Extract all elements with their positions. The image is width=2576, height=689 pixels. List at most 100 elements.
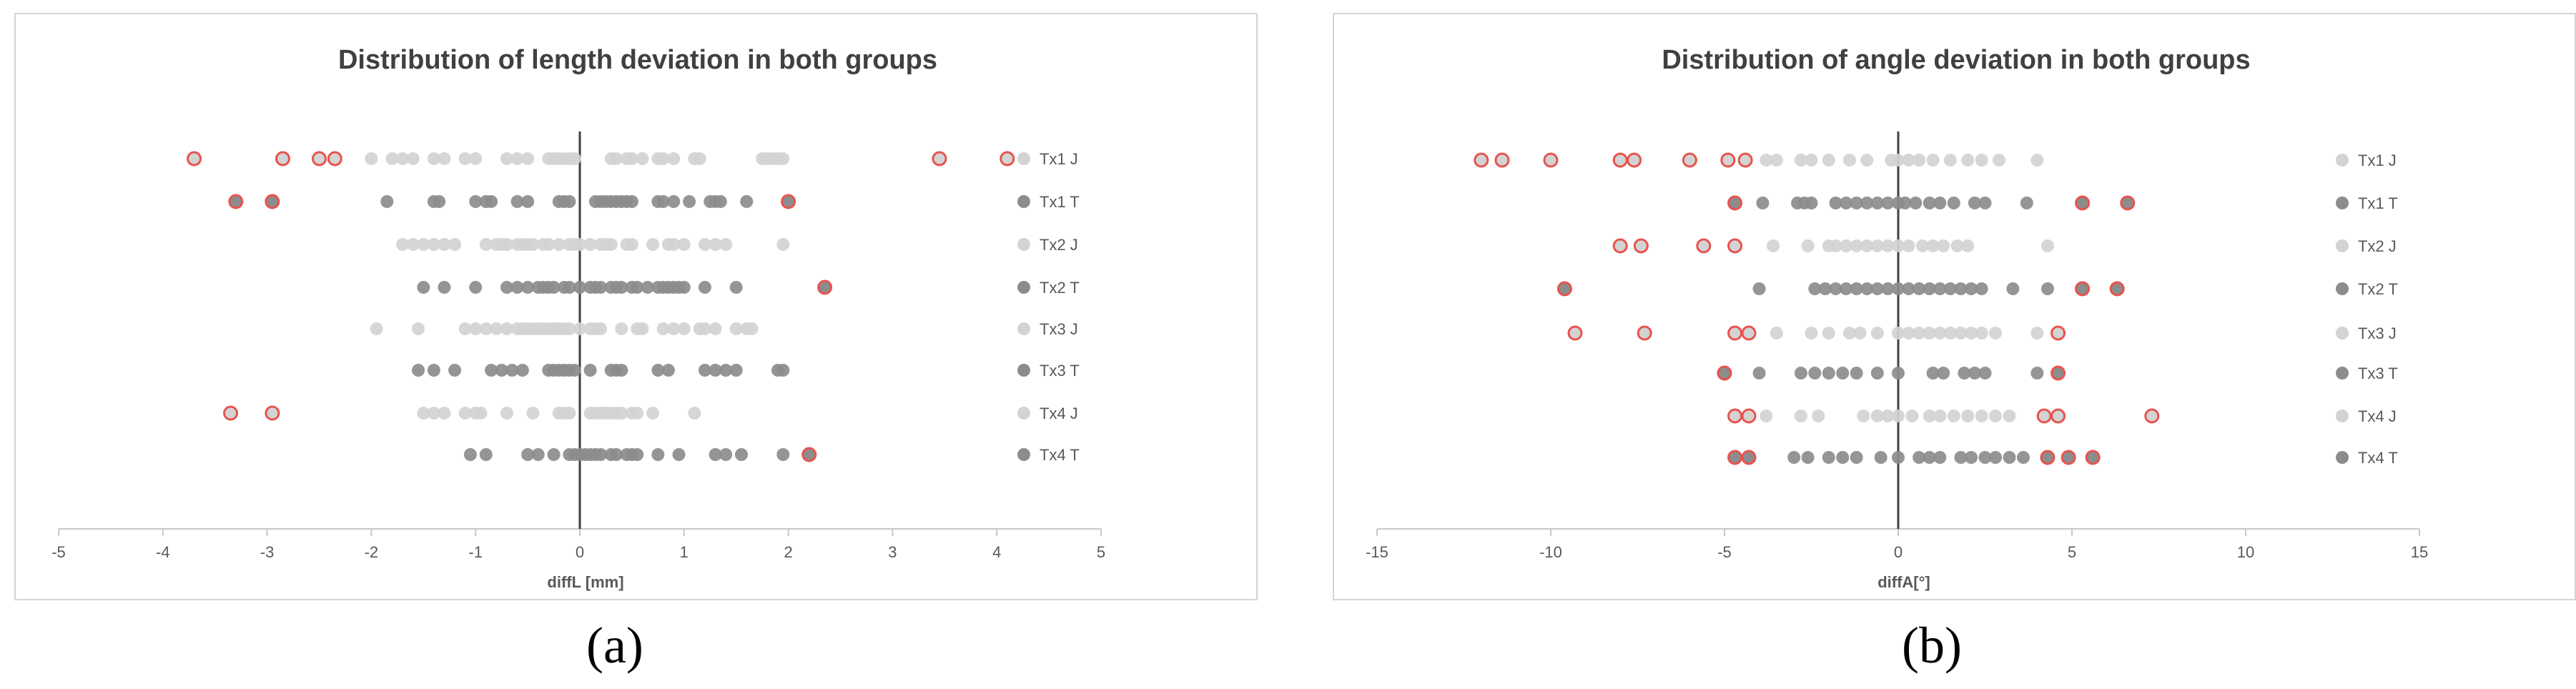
x-tick-label: 15 [2411, 543, 2428, 561]
data-point [1801, 451, 1815, 464]
data-point [438, 238, 451, 251]
data-point [1794, 154, 1807, 167]
data-point [693, 152, 706, 165]
outlier-point [1474, 152, 1489, 168]
data-point [1870, 327, 1884, 339]
legend-label: Tx2 T [2358, 280, 2398, 298]
outlier-point [1633, 238, 1649, 254]
series-tx4-j [1727, 408, 2160, 424]
x-tick-label: -3 [260, 543, 275, 561]
data-point [1954, 327, 1968, 339]
legend-label: Tx1 T [2358, 194, 2398, 212]
data-point [1923, 410, 1936, 422]
outlier-point [1696, 238, 1712, 254]
length-deviation-chart: Distribution of length deviation in both… [14, 13, 1258, 600]
data-point [573, 322, 586, 335]
outlier-point [275, 151, 290, 167]
data-point [1892, 367, 1905, 380]
data-point [1905, 410, 1919, 422]
data-point [1770, 154, 1783, 167]
legend-marker [2336, 154, 2349, 167]
data-point [495, 364, 508, 377]
data-point [1961, 410, 1975, 422]
x-tick-label: -5 [1717, 543, 1732, 561]
series-tx4-t [463, 447, 817, 462]
data-point [1836, 367, 1850, 380]
data-point [563, 322, 576, 335]
outlier-point [2085, 450, 2101, 465]
outlier-point [1727, 325, 1743, 341]
data-point [677, 322, 691, 335]
data-point [1937, 239, 1950, 252]
data-point [1933, 410, 1947, 422]
data-point [526, 407, 540, 420]
data-point [1808, 367, 1822, 380]
data-point [1850, 239, 1863, 252]
data-point [1822, 367, 1835, 380]
outlier-point [265, 194, 280, 209]
legend-marker [1017, 407, 1030, 420]
data-point [1978, 367, 1992, 380]
data-point [1812, 410, 1825, 422]
series-tx2-j [396, 238, 790, 251]
data-point [1923, 451, 1936, 464]
data-point [667, 152, 681, 165]
data-point [463, 448, 477, 461]
data-point [698, 238, 711, 251]
data-point [709, 448, 722, 461]
legend-label: Tx4 J [2358, 407, 2397, 425]
data-point [615, 281, 628, 294]
data-point [521, 448, 535, 461]
legend-label: Tx1 J [2358, 152, 2397, 169]
data-point [458, 407, 472, 420]
outlier-point [2051, 365, 2066, 381]
data-point [1916, 239, 1930, 252]
data-point [1860, 197, 1874, 209]
data-point [625, 195, 638, 208]
data-point [1965, 282, 1978, 295]
data-point [1913, 282, 1926, 295]
data-point [469, 281, 483, 294]
data-point [1870, 282, 1884, 295]
data-point [1853, 327, 1867, 339]
legend-marker [1017, 238, 1030, 251]
data-point [568, 364, 581, 377]
data-point [615, 407, 628, 420]
series-tx3-j [1567, 325, 2066, 341]
data-point [615, 364, 628, 377]
data-point [1805, 154, 1818, 167]
outlier-point [2051, 325, 2066, 341]
data-point [1989, 410, 2003, 422]
data-point [631, 448, 644, 461]
series-tx3-j [370, 322, 759, 335]
data-point [510, 195, 524, 208]
outlier-point [1727, 450, 1743, 465]
caption-a: (a) [586, 617, 643, 674]
data-point [1992, 154, 2005, 167]
data-point [2003, 451, 2016, 464]
data-point [458, 322, 472, 335]
outlier-point [1720, 152, 1736, 168]
data-point [610, 152, 623, 165]
data-point [1805, 197, 1818, 209]
series-tx3-t [1717, 365, 2066, 381]
x-tick-label: 5 [2068, 543, 2076, 561]
data-point [1933, 451, 1947, 464]
data-point [1822, 327, 1835, 339]
outlier-point [312, 151, 327, 167]
data-point [1989, 327, 2003, 339]
outlier-point [2040, 450, 2056, 465]
data-point [1933, 282, 1947, 295]
series-tx4-j [223, 405, 701, 421]
data-point [2020, 197, 2033, 209]
data-point [719, 448, 733, 461]
outlier-point [2075, 281, 2091, 297]
data-point [1975, 327, 1988, 339]
data-point [1836, 451, 1850, 464]
outlier-point [1000, 151, 1015, 167]
data-point [1892, 154, 1905, 167]
data-point [651, 364, 665, 377]
outlier-point [2051, 408, 2066, 424]
data-point [1752, 282, 1766, 295]
data-point [526, 238, 540, 251]
